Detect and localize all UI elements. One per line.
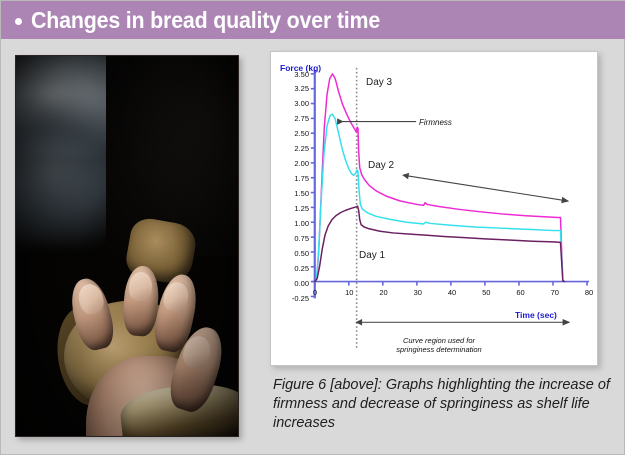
- photo-vignette: [16, 56, 238, 436]
- x-tick-label: 60: [516, 288, 525, 298]
- page-title: Changes in bread quality over time: [31, 6, 381, 33]
- y-tick-label: 0.00: [294, 278, 309, 288]
- x-tick-label: 20: [379, 288, 388, 298]
- y-tick-label: 3.25: [294, 84, 309, 94]
- x-axis-title: Time (sec): [515, 310, 557, 320]
- x-tick-label: 40: [447, 288, 457, 298]
- force-vs-time-chart: Force (kg) Time (sec) -0.25 0.00 0.25 0.50 0…: [270, 51, 598, 366]
- y-tick-label: 2.00: [294, 159, 309, 169]
- y-tick-label: 2.25: [294, 144, 309, 154]
- y-axis-title: Force (kg): [280, 63, 322, 73]
- figure-caption: Figure 6 [above]: Graphs highlighting th…: [273, 377, 610, 432]
- header-inner: Changes in bread quality over time: [1, 6, 406, 33]
- x-tick-label: 30: [413, 288, 422, 298]
- springiness-note: Curve region used for springiness determ…: [339, 336, 539, 355]
- day2-label: Day 2: [368, 160, 395, 171]
- y-tick-label: 1.00: [294, 218, 309, 228]
- bullet-dot-icon: [15, 18, 22, 25]
- y-tick-label: -0.25: [291, 293, 309, 303]
- bread-squeeze-photo: [15, 55, 239, 437]
- y-tick-label: 3.00: [294, 99, 309, 109]
- y-tick-label: 1.50: [294, 188, 309, 198]
- day1-label: Day 1: [359, 250, 386, 261]
- y-tick-label: 2.50: [294, 129, 309, 139]
- day3-label: Day 3: [366, 77, 393, 88]
- x-tick-label: 10: [345, 288, 354, 298]
- springiness-note-line2: springiness determination: [396, 345, 482, 355]
- y-tick-label: 0.50: [294, 248, 309, 258]
- x-tick-label: 80: [584, 288, 594, 298]
- x-tick-label: 50: [482, 288, 491, 298]
- x-tick-label: 70: [550, 288, 559, 298]
- y-tick-label: 2.75: [294, 114, 309, 124]
- y-tick-label: 1.75: [294, 174, 309, 184]
- chart-plot-area: [310, 67, 590, 351]
- y-tick-label: 0.25: [294, 263, 309, 273]
- x-tick-label: 0: [312, 288, 318, 298]
- firmness-annotation-label: Firmness: [419, 118, 452, 127]
- y-tick-label: 0.75: [294, 233, 309, 243]
- slide-header: Changes in bread quality over time: [1, 1, 625, 39]
- y-tick-label: 3.50: [294, 69, 309, 79]
- y-tick-label: 1.25: [294, 203, 309, 213]
- wrist-shape: [111, 436, 219, 437]
- springiness-note-line1: Curve region used for: [402, 336, 476, 345]
